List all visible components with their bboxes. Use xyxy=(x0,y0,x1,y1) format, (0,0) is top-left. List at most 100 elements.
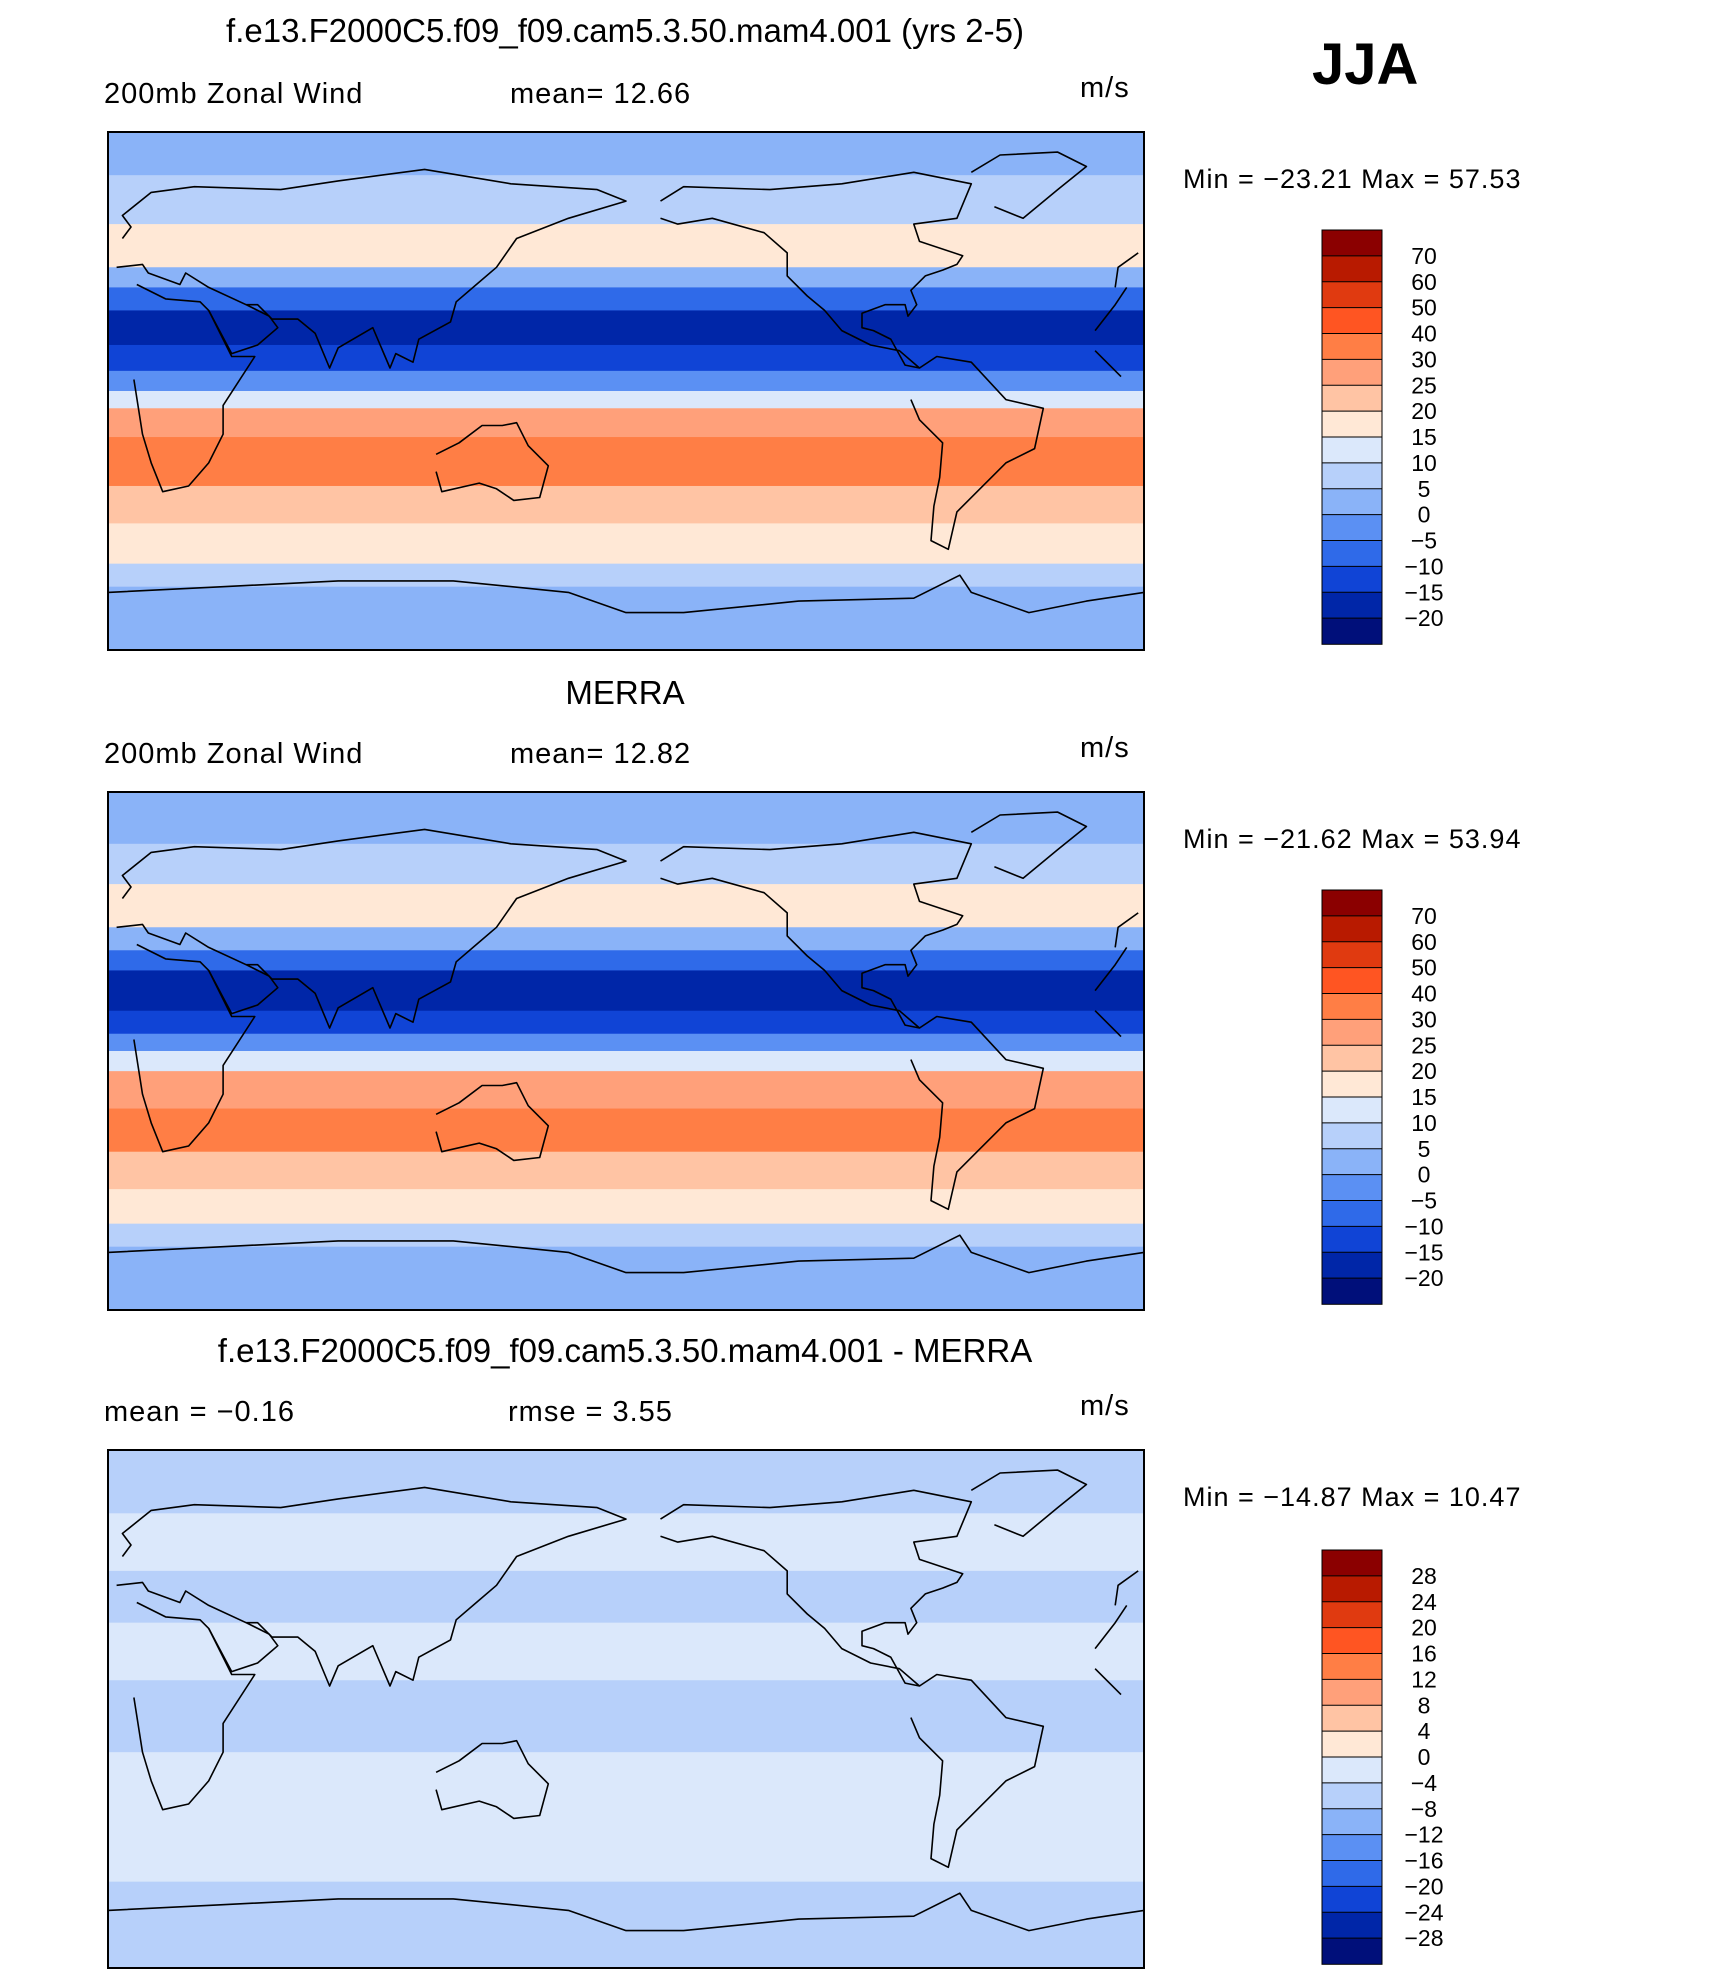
map-diff xyxy=(107,1449,1145,1969)
colorbar-label: 15 xyxy=(1411,424,1437,450)
colorbar-swatch-0 xyxy=(1321,229,1383,257)
panel-rmse-diff: rmse = 3.55 xyxy=(508,1396,673,1428)
africa-outline-1 xyxy=(133,1601,256,1811)
colorbar-label: −12 xyxy=(1404,1822,1443,1848)
colorbar-label: 40 xyxy=(1411,321,1437,347)
colorbar-label: 12 xyxy=(1411,1666,1437,1692)
colorbar-swatch-12 xyxy=(1321,1860,1383,1888)
minmax-diff: Min = −14.87 Max = 10.47 xyxy=(1183,1482,1522,1512)
coastlines xyxy=(107,151,1145,614)
colorbar-label: 50 xyxy=(1411,295,1437,321)
panel-title-diff: f.e13.F2000C5.f09_f09.cam5.3.50.mam4.001… xyxy=(217,1332,1033,1369)
wind-band-8 xyxy=(108,391,1144,409)
colorbar-swatch-0 xyxy=(1321,889,1383,917)
wind-band-0 xyxy=(108,1450,1144,1514)
wind-band-7 xyxy=(108,370,1144,392)
colorbar-label: 25 xyxy=(1411,372,1437,398)
wind-band-2 xyxy=(108,224,1144,268)
eurasia-outline-1 xyxy=(116,168,627,369)
colorbar-label: 70 xyxy=(1411,903,1437,929)
colorbar-swatch-1 xyxy=(1321,255,1383,283)
panel-units-obs: m/s xyxy=(1080,732,1130,764)
coastlines xyxy=(107,1469,1145,1932)
colorbar-label: −4 xyxy=(1411,1770,1437,1796)
africa-outline-2 xyxy=(1094,350,1122,378)
colorbar-swatch-2 xyxy=(1321,941,1383,969)
colorbar-label: −16 xyxy=(1404,1848,1443,1874)
colorbar-label: 24 xyxy=(1411,1589,1437,1615)
colorbar-swatch-0 xyxy=(1321,1549,1383,1577)
colorbar-swatch-14 xyxy=(1321,1911,1383,1939)
wind-band-11 xyxy=(108,485,1144,524)
arabia-outline xyxy=(207,303,279,355)
colorbar-label: −10 xyxy=(1404,1213,1443,1239)
colorbar-swatch-4 xyxy=(1321,1653,1383,1681)
colorbar-label: 25 xyxy=(1411,1032,1437,1058)
colorbar-swatch-9 xyxy=(1321,1122,1383,1150)
greenland-outline xyxy=(970,151,1088,220)
colorbar-label: 60 xyxy=(1411,929,1437,955)
colorbar-label: 5 xyxy=(1418,476,1431,502)
colorbar-label: −20 xyxy=(1404,1265,1443,1291)
wind-bands xyxy=(108,1450,1144,1969)
colorbar-swatch-7 xyxy=(1321,1730,1383,1758)
colorbar-label: −10 xyxy=(1404,553,1443,579)
colorbar-swatch-3 xyxy=(1321,1627,1383,1655)
panel-units-model: m/s xyxy=(1080,72,1130,104)
wind-band-10 xyxy=(108,1108,1144,1153)
colorbar-swatch-2 xyxy=(1321,1601,1383,1629)
colorbar-swatch-3 xyxy=(1321,307,1383,335)
south-america-outline xyxy=(910,355,1045,551)
colorbar-label: 20 xyxy=(1411,1058,1437,1084)
colorbar-swatch-5 xyxy=(1321,1678,1383,1707)
colorbar-swatch-7 xyxy=(1321,410,1383,438)
greenland-outline xyxy=(970,811,1088,880)
wind-band-12 xyxy=(108,523,1144,565)
colorbar-swatch-1 xyxy=(1321,915,1383,943)
panel-mean-diff: mean = −0.16 xyxy=(104,1396,295,1428)
colorbar-label: 20 xyxy=(1411,1615,1437,1641)
north-america-outline xyxy=(660,1489,973,1687)
colorbar-label: −15 xyxy=(1404,579,1443,605)
colorbar-label: −5 xyxy=(1411,1188,1437,1214)
colorbar-label: 40 xyxy=(1411,981,1437,1007)
colorbar-label: 50 xyxy=(1411,955,1437,981)
north-america-outline xyxy=(660,831,973,1029)
panel-left-label-model: 200mb Zonal Wind xyxy=(104,78,364,110)
arabia-outline xyxy=(207,963,279,1015)
wind-band-0 xyxy=(108,132,1144,176)
arabia-outline xyxy=(207,1621,279,1673)
colorbar-swatch-10 xyxy=(1321,488,1383,516)
wind-band-2 xyxy=(108,1570,1144,1624)
colorbar-swatch-4 xyxy=(1321,333,1383,361)
panel-mean-model: mean= 12.66 xyxy=(510,78,692,110)
eurasia-outline-1 xyxy=(116,828,627,1029)
wind-band-9 xyxy=(108,1071,1144,1110)
panel-mean-obs: mean= 12.82 xyxy=(510,738,692,770)
africa-outline-0 xyxy=(1094,1604,1128,1650)
wind-band-9 xyxy=(108,408,1144,438)
colorbar-label: 5 xyxy=(1418,1136,1431,1162)
africa-outline-0 xyxy=(1094,286,1128,332)
wind-band-5 xyxy=(108,1752,1144,1825)
colorbar-swatch-2 xyxy=(1321,281,1383,309)
colorbar-swatch-13 xyxy=(1321,1885,1383,1914)
colorbar-label: 15 xyxy=(1411,1084,1437,1110)
coastlines xyxy=(107,811,1145,1274)
colorbar-label: 0 xyxy=(1418,1162,1431,1188)
eurasia-outline-0 xyxy=(1114,912,1139,948)
colorbar-swatch-12 xyxy=(1321,1200,1383,1228)
wind-band-6 xyxy=(108,1010,1144,1035)
colorbar-label: 70 xyxy=(1411,243,1437,269)
colorbar-swatch-13 xyxy=(1321,565,1383,594)
colorbar-swatch-15 xyxy=(1321,1937,1383,1965)
wind-band-0 xyxy=(108,792,1144,845)
colorbar-label: −8 xyxy=(1411,1796,1437,1822)
colorbar-label: 0 xyxy=(1418,502,1431,528)
map-model xyxy=(107,131,1145,651)
colorbar-swatch-4 xyxy=(1321,993,1383,1021)
wind-band-7 xyxy=(108,1033,1144,1052)
colorbar-swatch-14 xyxy=(1321,591,1383,619)
africa-outline-1 xyxy=(133,283,256,493)
